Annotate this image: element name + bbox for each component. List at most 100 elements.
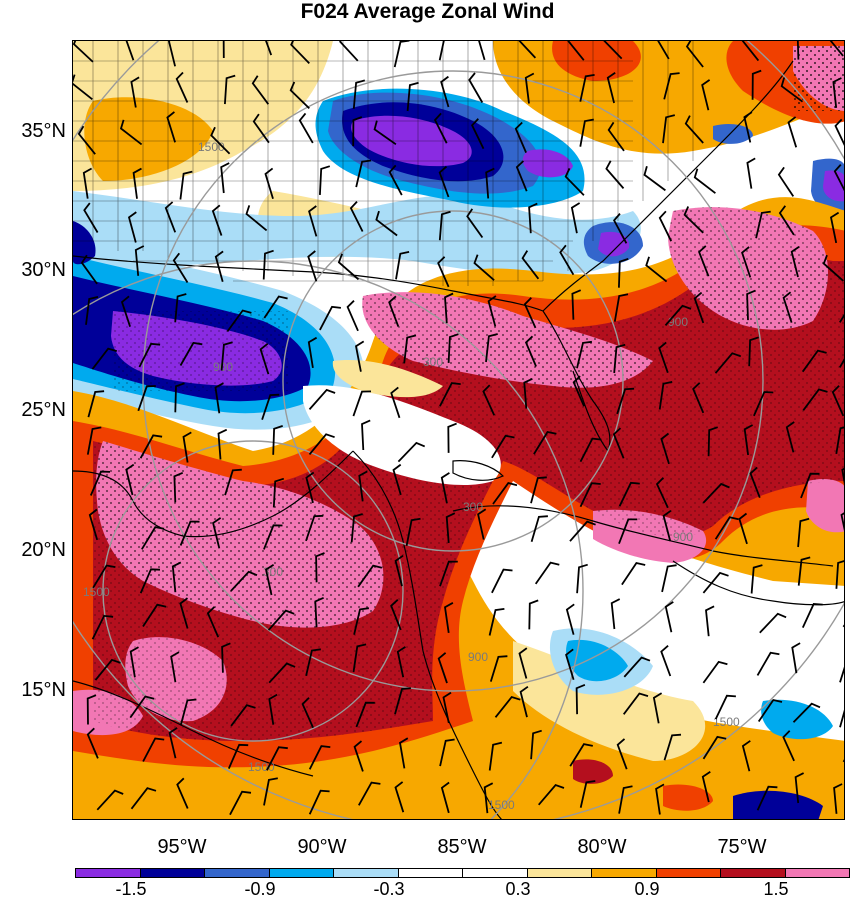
- wind-barb: [478, 41, 486, 61]
- wind-barb: [339, 41, 359, 62]
- range-ring-sw-900: [73, 260, 584, 819]
- wind-barb: [263, 295, 288, 319]
- wind-barb: [445, 512, 456, 543]
- wind-barb: [491, 568, 513, 594]
- wind-barb: [530, 729, 542, 760]
- wind-barb: [308, 789, 330, 815]
- stipple-darkred: [93, 256, 844, 741]
- wind-barb: [337, 253, 360, 281]
- colorbar-swatch: [76, 869, 141, 877]
- wind-barb: [485, 333, 498, 363]
- wind-barb: [134, 245, 145, 276]
- wind-barb: [373, 120, 397, 146]
- wind-barb: [354, 340, 365, 372]
- wind-barb: [802, 388, 828, 411]
- wind-barb: [616, 738, 628, 770]
- wind-barb: [492, 481, 518, 505]
- wind-barb: [245, 205, 268, 232]
- wind-barb: [405, 517, 421, 546]
- wind-barb: [399, 737, 409, 769]
- wind-barb: [778, 205, 795, 236]
- wind-barb: [127, 211, 137, 243]
- shade-blue-south: [566, 639, 628, 682]
- lat-label: 30°N: [21, 259, 66, 281]
- wind-barb: [662, 509, 672, 542]
- wind-barb: [349, 200, 364, 232]
- wind-barb: [264, 167, 274, 200]
- wind-barb: [623, 656, 651, 678]
- wind-barb: [361, 419, 371, 451]
- wind-barb: [308, 205, 318, 237]
- wind-barb: [835, 426, 844, 455]
- wind-barb: [85, 296, 99, 325]
- wind-barb: [494, 695, 521, 718]
- wind-barb: [266, 746, 288, 771]
- wind-barb: [440, 781, 450, 814]
- wind-barb: [437, 256, 450, 288]
- wind-barb: [643, 166, 666, 192]
- wind-barb: [702, 571, 729, 594]
- wind-barb: [787, 116, 798, 148]
- wind-barb: [139, 434, 163, 459]
- wind-barb: [352, 643, 367, 673]
- wind-barb: [179, 170, 193, 200]
- wind-barb: [569, 743, 593, 767]
- wind-barb: [488, 608, 505, 636]
- wind-barb: [438, 210, 451, 241]
- lat-label: 15°N: [21, 679, 66, 701]
- colorbar-swatch: [205, 869, 270, 877]
- wind-barb: [83, 202, 99, 233]
- wind-barb: [559, 244, 575, 276]
- wind-barb: [794, 772, 805, 804]
- wind-barb: [658, 381, 673, 410]
- wind-barb: [125, 41, 135, 61]
- wind-barb: [172, 252, 189, 283]
- wind-barb: [447, 422, 457, 453]
- wind-barb: [214, 250, 224, 283]
- wind-barb: [618, 518, 638, 545]
- wind-barb: [491, 434, 515, 459]
- wind-barb: [352, 79, 366, 109]
- colorbar-swatch: [592, 869, 657, 877]
- wind-barb: [298, 112, 314, 144]
- wind-barb: [822, 254, 844, 282]
- wind-barb: [141, 526, 165, 550]
- wind-barb: [714, 352, 742, 374]
- map-title: F024 Average Zonal Wind: [300, 0, 555, 23]
- wind-barb: [89, 470, 111, 496]
- wind-barb: [801, 349, 827, 373]
- wind-barbs: [73, 41, 844, 816]
- wind-barb: [214, 382, 224, 414]
- ring-label: 1500: [488, 798, 515, 812]
- lon-label: 90°W: [297, 836, 347, 858]
- wind-barb: [685, 41, 704, 68]
- wind-barb: [179, 341, 203, 366]
- wind-barb: [358, 470, 368, 502]
- wind-barb: [755, 210, 771, 239]
- wind-barb: [396, 646, 406, 678]
- wind-barb: [289, 81, 310, 110]
- wind-barb: [307, 250, 318, 282]
- wind-barb: [759, 612, 787, 634]
- wind-barb: [797, 556, 811, 586]
- wind-barb: [579, 74, 595, 102]
- wind-barb: [530, 476, 547, 504]
- wind-barb: [394, 781, 405, 813]
- wind-barb: [73, 41, 94, 63]
- wind-barb: [741, 246, 752, 278]
- wind-barb: [173, 471, 184, 503]
- wind-barb: [268, 693, 278, 725]
- wind-barb: [743, 111, 753, 143]
- wind-barb: [91, 614, 114, 640]
- lon-label: 85°W: [437, 836, 487, 858]
- shade-gulf-white-interior: [303, 385, 501, 486]
- wind-barb: [488, 741, 503, 771]
- wind-barb: [702, 735, 727, 760]
- wind-barb: [618, 785, 633, 814]
- wind-barb: [655, 477, 669, 509]
- wind-barb: [613, 213, 628, 244]
- wind-barb: [533, 430, 557, 455]
- wind-barb: [394, 687, 411, 715]
- shade-pink-east: [806, 479, 844, 533]
- wind-barb: [519, 685, 529, 718]
